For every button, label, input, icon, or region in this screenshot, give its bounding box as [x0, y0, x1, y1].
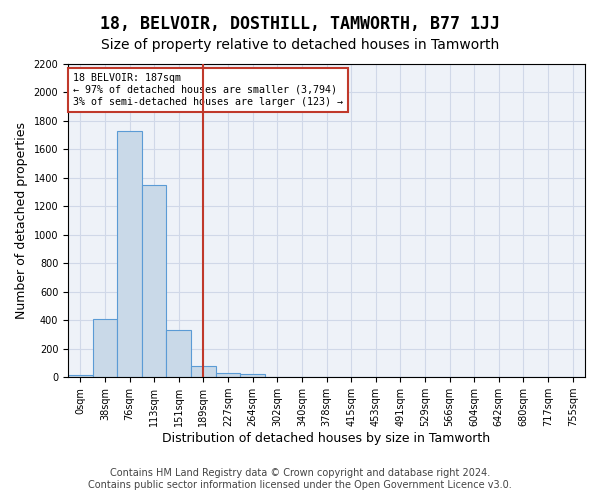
Y-axis label: Number of detached properties: Number of detached properties	[15, 122, 28, 319]
Bar	[142, 185, 166, 377]
Text: 18, BELVOIR, DOSTHILL, TAMWORTH, B77 1JJ: 18, BELVOIR, DOSTHILL, TAMWORTH, B77 1JJ	[100, 15, 500, 33]
Text: Size of property relative to detached houses in Tamworth: Size of property relative to detached ho…	[101, 38, 499, 52]
Text: 18 BELVOIR: 187sqm
← 97% of detached houses are smaller (3,794)
3% of semi-detac: 18 BELVOIR: 187sqm ← 97% of detached hou…	[73, 74, 343, 106]
Bar	[166, 330, 191, 377]
Bar	[92, 319, 117, 377]
Bar	[241, 374, 265, 377]
Bar	[191, 366, 216, 377]
Text: Contains HM Land Registry data © Crown copyright and database right 2024.
Contai: Contains HM Land Registry data © Crown c…	[88, 468, 512, 490]
Bar	[117, 131, 142, 377]
Bar	[216, 373, 241, 377]
Bar	[68, 375, 92, 377]
X-axis label: Distribution of detached houses by size in Tamworth: Distribution of detached houses by size …	[163, 432, 491, 445]
